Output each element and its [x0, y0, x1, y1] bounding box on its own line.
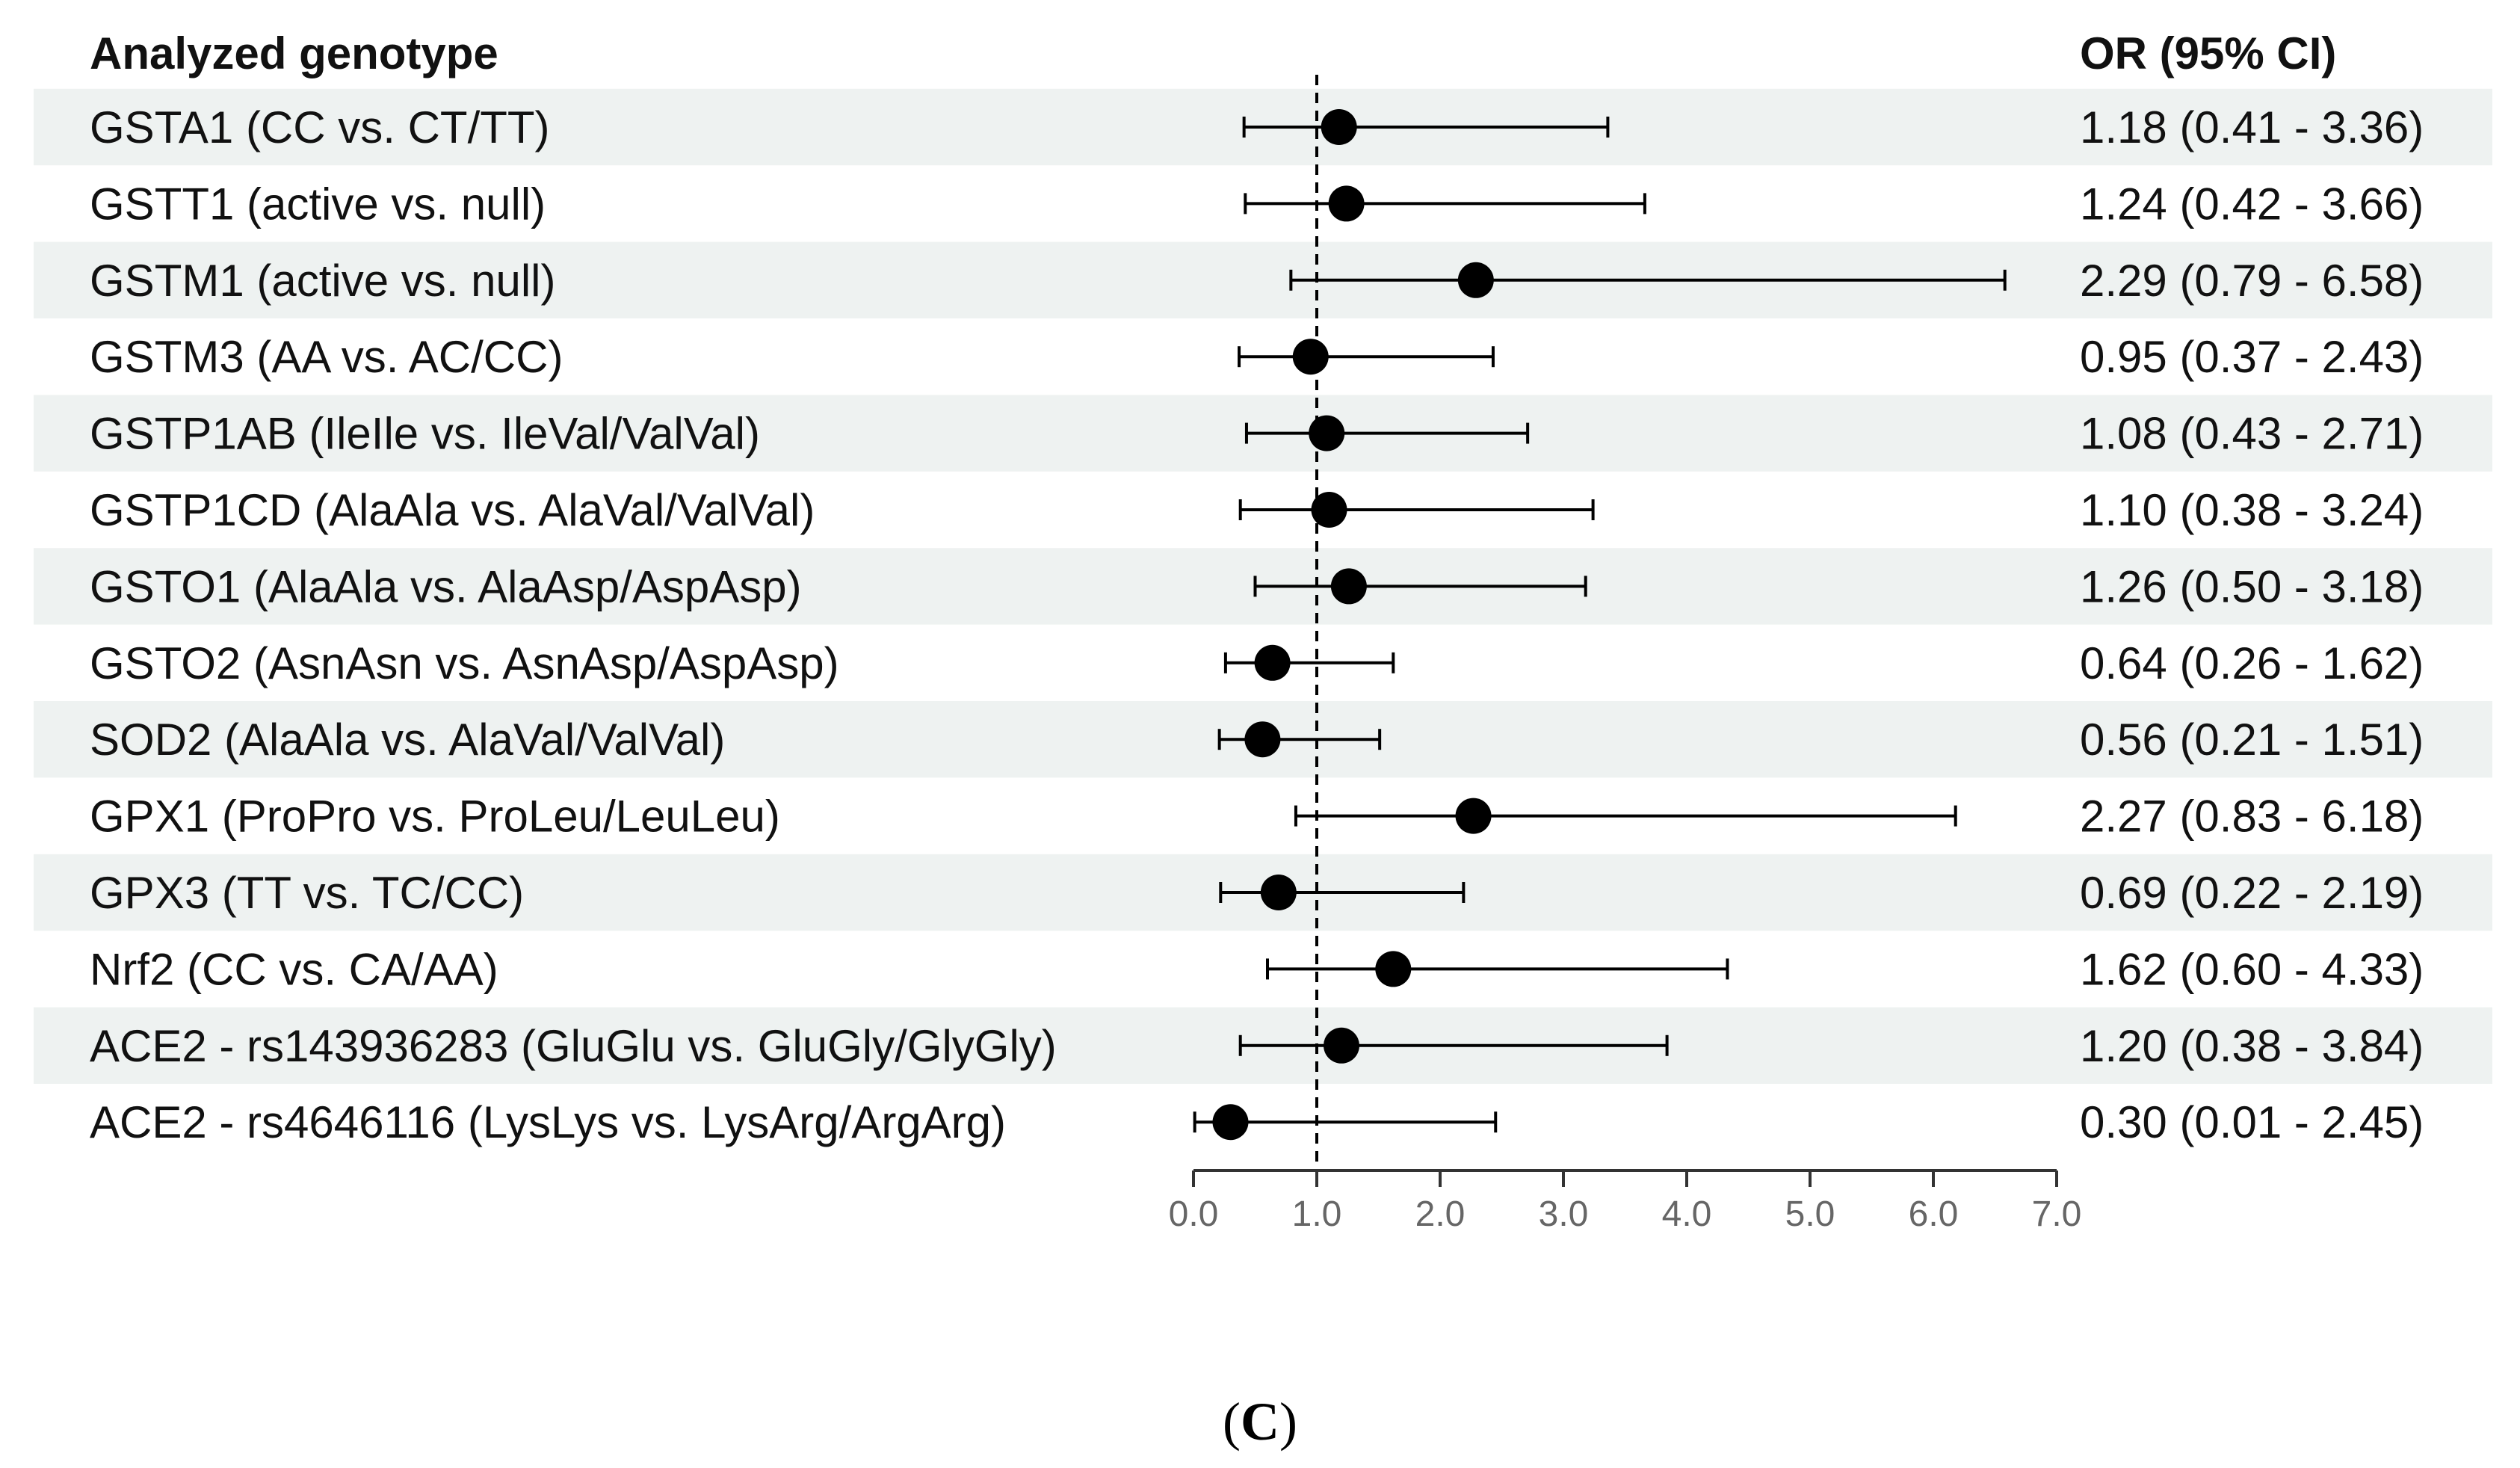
- or-point: [1330, 568, 1367, 605]
- genotype-label: GSTP1CD (AlaAla vs. AlaVal/ValVal): [90, 485, 815, 535]
- or-point: [1455, 798, 1492, 834]
- genotype-label: GSTT1 (active vs. null): [90, 179, 546, 229]
- or-ci-value: 2.29 (0.79 - 6.58): [2080, 256, 2424, 306]
- x-tick-label: 7.0: [2032, 1194, 2082, 1234]
- or-point: [1212, 1104, 1249, 1141]
- or-ci-value: 0.56 (0.21 - 1.51): [2080, 715, 2424, 765]
- or-ci-value: 1.18 (0.41 - 3.36): [2080, 102, 2424, 152]
- or-point: [1457, 262, 1494, 298]
- or-point: [1292, 339, 1329, 375]
- x-axis: 0.0 1.0 2.0 3.0 4.0 5.0 6.0 7.0: [1169, 1169, 2082, 1234]
- estimate-mark: [1238, 492, 1595, 528]
- genotype-column-header: Analyzed genotype: [90, 28, 498, 78]
- estimate-marks: [1193, 109, 2007, 1141]
- x-tick-label: 3.0: [1539, 1194, 1589, 1234]
- x-tick-label: 1.0: [1292, 1194, 1342, 1234]
- estimate-mark: [1242, 109, 1610, 145]
- or-ci-value: 0.95 (0.37 - 2.43): [2080, 332, 2424, 382]
- or-column-header: OR (95% CI): [2080, 28, 2336, 78]
- or-point: [1324, 1027, 1359, 1064]
- or-point: [1328, 185, 1365, 222]
- x-tick-label: 6.0: [1909, 1194, 1959, 1234]
- genotype-label: ACE2 - rs143936283 (GluGlu vs. GluGly/Gl…: [90, 1021, 1057, 1071]
- estimate-mark: [1193, 1104, 1498, 1141]
- or-point: [1260, 875, 1297, 910]
- genotype-labels: GSTA1 (CC vs. CT/TT) GSTT1 (active vs. nu…: [90, 102, 1057, 1147]
- or-ci-value: 2.27 (0.83 - 6.18): [2080, 792, 2424, 842]
- genotype-label: GPX3 (TT vs. TC/CC): [90, 868, 524, 918]
- or-ci-value: 1.20 (0.38 - 3.84): [2080, 1021, 2424, 1071]
- or-ci-value: 1.10 (0.38 - 3.24): [2080, 485, 2424, 535]
- or-point: [1244, 721, 1281, 758]
- genotype-label: GSTM1 (active vs. null): [90, 256, 555, 306]
- or-ci-value: 1.08 (0.43 - 2.71): [2080, 409, 2424, 459]
- estimate-mark: [1223, 644, 1395, 681]
- panel-label: (C): [1223, 1392, 1297, 1452]
- or-point: [1311, 492, 1347, 528]
- genotype-label: GSTA1 (CC vs. CT/TT): [90, 102, 550, 152]
- genotype-label: GSTM3 (AA vs. AC/CC): [90, 332, 563, 382]
- estimate-mark: [1238, 1027, 1669, 1064]
- or-ci-values: 1.18 (0.41 - 3.36) 1.24 (0.42 - 3.66) 2.29…: [2080, 102, 2424, 1147]
- genotype-label: GPX1 (ProPro vs. ProLeu/LeuLeu): [90, 792, 780, 842]
- estimate-mark: [1244, 415, 1530, 451]
- estimate-mark: [1294, 798, 1957, 834]
- genotype-label: GSTO2 (AsnAsn vs. AsnAsp/AspAsp): [90, 638, 839, 688]
- or-ci-value: 0.69 (0.22 - 2.19): [2080, 868, 2424, 918]
- estimate-mark: [1289, 262, 2007, 298]
- or-point: [1254, 644, 1291, 681]
- row-band: [34, 241, 2492, 318]
- or-ci-value: 1.62 (0.60 - 4.33): [2080, 944, 2424, 994]
- genotype-label: SOD2 (AlaAla vs. AlaVal/ValVal): [90, 715, 725, 765]
- x-tick-label: 4.0: [1662, 1194, 1712, 1234]
- or-point: [1375, 951, 1412, 987]
- estimate-mark: [1238, 339, 1495, 375]
- or-point: [1309, 415, 1345, 451]
- genotype-label: GSTP1AB (IleIle vs. IleVal/ValVal): [90, 409, 760, 459]
- estimate-mark: [1266, 951, 1729, 987]
- estimate-mark: [1217, 721, 1382, 758]
- or-ci-value: 1.26 (0.50 - 3.18): [2080, 561, 2424, 611]
- x-tick-label: 5.0: [1785, 1194, 1835, 1234]
- x-tick-label: 2.0: [1415, 1194, 1466, 1234]
- genotype-label: GSTO1 (AlaAla vs. AlaAsp/AspAsp): [90, 561, 802, 611]
- estimate-mark: [1244, 185, 1646, 222]
- genotype-label: ACE2 - rs4646116 (LysLys vs. LysArg/ArgA…: [90, 1097, 1006, 1147]
- x-tick-label: 0.0: [1169, 1194, 1219, 1234]
- estimate-mark: [1253, 568, 1587, 605]
- or-ci-value: 1.24 (0.42 - 3.66): [2080, 179, 2424, 229]
- or-ci-value: 0.30 (0.01 - 2.45): [2080, 1097, 2424, 1147]
- or-ci-value: 0.64 (0.26 - 1.62): [2080, 638, 2424, 688]
- or-point: [1321, 109, 1357, 145]
- genotype-label: Nrf2 (CC vs. CA/AA): [90, 944, 498, 994]
- estimate-mark: [1219, 875, 1466, 910]
